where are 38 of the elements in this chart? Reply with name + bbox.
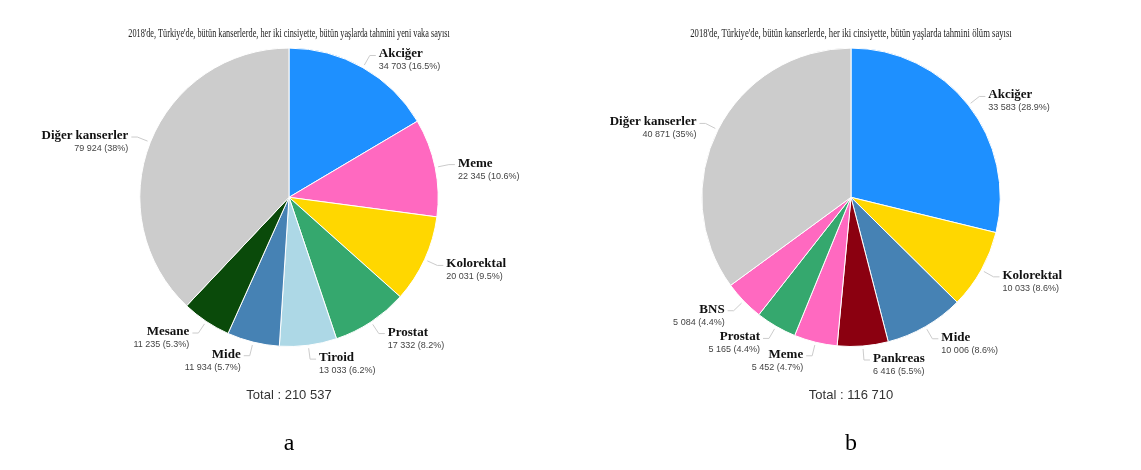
- data-label: 5 165 (4.4%): [708, 344, 761, 355]
- chart-title: 2018'de, Türkiye'de, bütün kanserlerde, her iki cinsiyette, bütün yaşlarda tahmini yeni vaka sayısı: [128, 25, 450, 40]
- data-label: 6 416 (5.5%): [872, 365, 925, 376]
- data-label: 22 345 (10.6%): [457, 170, 520, 181]
- chart-title: 2018'de, Türkiye'de, bütün kanserlerde, her iki cinsiyette, bütün yaşlarda tahmini ölüm sayısı: [690, 25, 1012, 40]
- data-label: 11 235 (5.3%): [133, 339, 190, 350]
- slice-label: Kolorektal: [1002, 266, 1063, 282]
- slice-label: Meme: [768, 345, 804, 361]
- data-label: 34 703 (16.5%): [378, 61, 441, 72]
- slice-label: Kolorektal: [446, 255, 507, 271]
- data-label: 10 006 (8.6%): [941, 344, 998, 355]
- text: Total : 116 710: [808, 386, 894, 402]
- data-label: 20 031 (9.5%): [446, 271, 503, 282]
- slice-label: Diğer kanserler: [609, 113, 697, 129]
- slice-label: Prostat: [387, 323, 429, 339]
- slice-label: Mide: [211, 345, 241, 361]
- data-label: 79 924 (38%): [74, 143, 129, 154]
- data-label: 33 583 (28.9%): [988, 102, 1050, 113]
- data-label: 5 084 (4.4%): [673, 316, 725, 327]
- text: a: [283, 429, 295, 455]
- slice-label: Prostat: [719, 328, 761, 344]
- slice-label: Mide: [941, 328, 971, 344]
- slice-label: Mesane: [146, 323, 190, 339]
- slice-label: Tiroid: [319, 349, 355, 365]
- slice-label: Meme: [457, 154, 493, 170]
- text: b: [845, 429, 857, 455]
- slice-label: BNS: [699, 300, 725, 316]
- slice-label: Akciğer: [988, 86, 1033, 102]
- data-label: 10 033 (8.6%): [1002, 282, 1060, 293]
- data-label: 17 332 (8.2%): [387, 339, 445, 350]
- data-label: 13 033 (6.2%): [319, 365, 376, 376]
- data-label: 40 871 (35%): [642, 129, 697, 140]
- data-label: 5 452 (4.7%): [751, 361, 804, 372]
- data-label: 11 934 (5.7%): [184, 361, 241, 372]
- slice-label: Akciğer: [378, 45, 424, 61]
- slice-label: Diğer kanserler: [41, 127, 129, 143]
- slice-label: Pankreas: [872, 349, 925, 365]
- text: Total : 210 537: [246, 386, 332, 402]
